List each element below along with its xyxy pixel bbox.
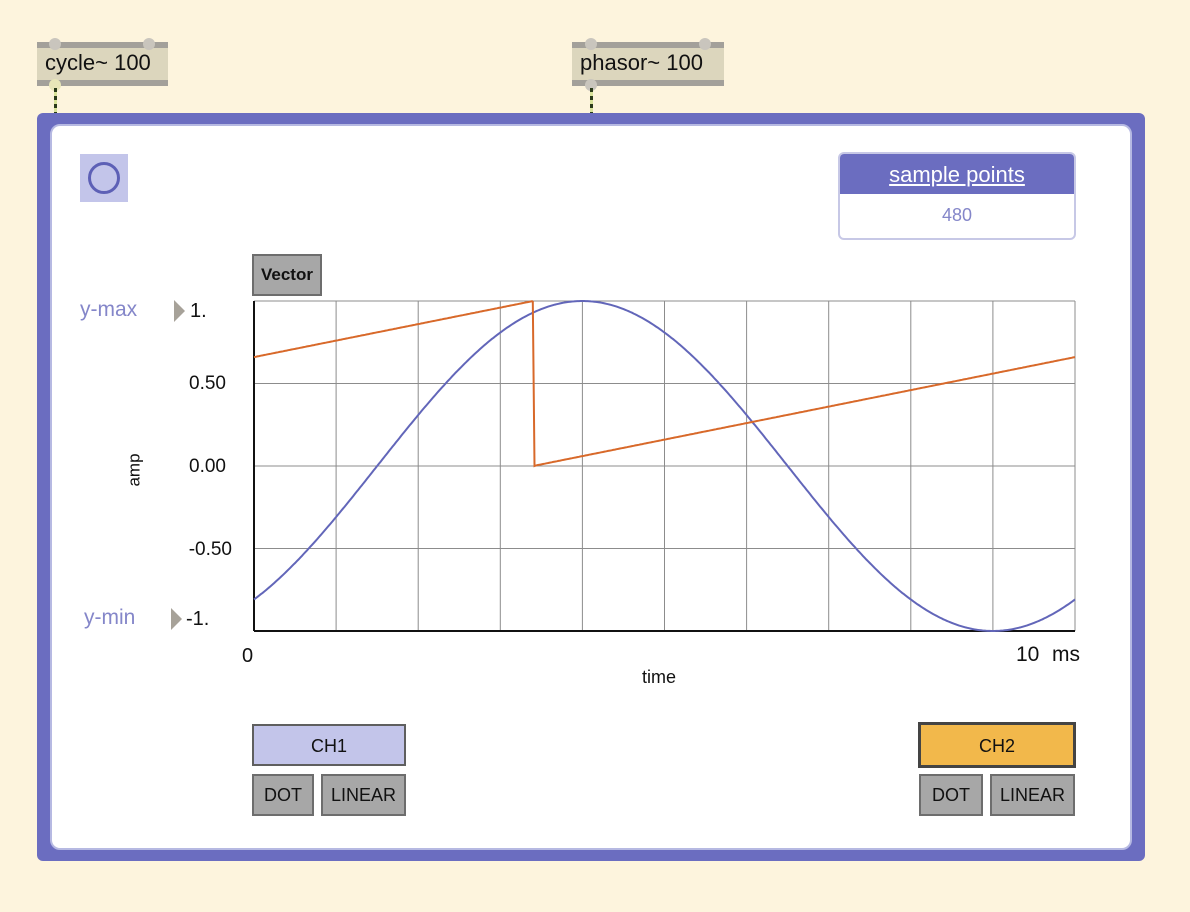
toggle-circle-icon [88, 162, 120, 194]
x-unit-label: ms [1052, 643, 1080, 666]
x-tick-start: 0 [242, 645, 254, 667]
sample-points-title[interactable]: sample points [840, 154, 1074, 194]
y-min-arrow-icon [171, 608, 182, 630]
phasor-object[interactable]: phasor~ 100 [572, 42, 724, 86]
y-max-label: y-max [80, 298, 138, 321]
vector-button-label: Vector [261, 265, 313, 284]
ch2-label: CH2 [978, 736, 1015, 756]
cycle-inlet-left[interactable] [49, 38, 61, 50]
ch1-label: CH1 [310, 736, 347, 756]
toggle-button[interactable] [80, 154, 128, 202]
y-min-label: y-min [84, 606, 136, 629]
cycle-patchcord[interactable] [54, 88, 57, 114]
ch2-dot-label: DOT [932, 785, 970, 805]
cycle-inlet-right[interactable] [143, 38, 155, 50]
phasor-patchcord[interactable] [590, 88, 593, 114]
ch2-button[interactable]: CH2 [918, 722, 1076, 768]
sample-points-box[interactable]: sample points 480 [838, 152, 1076, 240]
sample-points-value[interactable]: 480 [941, 205, 973, 225]
phasor-inlet-left[interactable] [585, 38, 597, 50]
y-min-number[interactable]: -1. [186, 608, 210, 630]
ch2-dot-button[interactable]: DOT [919, 774, 983, 816]
phasor-outlet[interactable] [585, 79, 597, 91]
y-max-arrow-icon [174, 300, 185, 322]
x-axis-title: time [642, 667, 677, 687]
ch1-button[interactable]: CH1 [252, 724, 406, 766]
y-tick-label: 0.50 [189, 373, 226, 394]
phasor-object-label: phasor~ 100 [580, 50, 703, 75]
y-tick-label: -0.50 [188, 539, 232, 560]
ch2-linear-button[interactable]: LINEAR [990, 774, 1075, 816]
sawtooth-series-line [253, 300, 1076, 468]
ch1-dot-button[interactable]: DOT [252, 774, 314, 816]
x-tick-end: 10 [1016, 643, 1040, 666]
cycle-object-label: cycle~ 100 [45, 50, 151, 75]
ch1-linear-button[interactable]: LINEAR [321, 774, 406, 816]
vector-button[interactable]: Vector [252, 254, 322, 296]
phasor-inlet-right[interactable] [699, 38, 711, 50]
ch1-linear-label: LINEAR [330, 785, 397, 805]
ch2-linear-label: LINEAR [999, 785, 1066, 805]
cosine-series-line [253, 300, 1076, 632]
y-tick-label: 0.00 [189, 456, 226, 477]
cycle-outlet[interactable] [49, 79, 61, 91]
ch1-dot-label: DOT [264, 785, 302, 805]
y-max-number[interactable]: 1. [190, 300, 207, 322]
